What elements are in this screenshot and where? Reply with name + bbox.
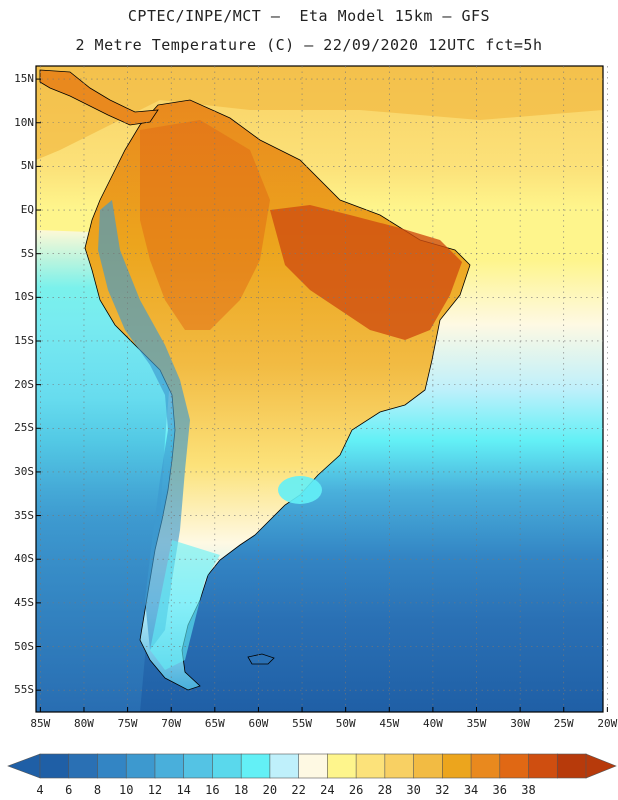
colorbar-label: 34 xyxy=(463,783,479,797)
grid-lines xyxy=(36,66,608,712)
caribbean-warm-water xyxy=(36,66,603,160)
colorbar-swatch xyxy=(183,753,214,779)
colorbar-label: 36 xyxy=(492,783,507,797)
colorbar-swatch xyxy=(499,753,530,779)
lat-label: 5S xyxy=(20,246,34,260)
lon-label: 40W xyxy=(422,717,443,730)
lat-label: EQ xyxy=(20,203,34,217)
colorbar-swatch xyxy=(528,753,558,779)
colorbar-swatch xyxy=(298,753,328,779)
colorbar xyxy=(7,753,617,779)
colorbar-label: 12 xyxy=(147,783,163,797)
lon-label: 55W xyxy=(292,717,312,730)
colorbar-swatch xyxy=(154,753,185,779)
lon-label: 30W xyxy=(510,717,531,730)
colorbar-swatch xyxy=(97,753,127,779)
lat-label: 30S xyxy=(14,464,34,478)
lon-label: 65W xyxy=(204,717,225,730)
central-america-land xyxy=(39,69,159,126)
colorbar-label: 16 xyxy=(205,783,220,797)
lat-label: 50S xyxy=(14,639,34,653)
plata-cold-spot xyxy=(278,476,322,504)
lon-label: 20W xyxy=(597,717,618,730)
colorbar-swatch xyxy=(355,753,386,779)
lat-label: 10N xyxy=(14,115,34,129)
andes-cold-strip xyxy=(98,200,190,650)
colorbar-label: 8 xyxy=(93,783,102,797)
colorbar-label: 18 xyxy=(233,783,249,797)
chart-subtitle: 2 Metre Temperature (C) – 22/09/2020 12U… xyxy=(75,36,543,54)
colorbar-label: 6 xyxy=(65,783,73,797)
lat-label: 15N xyxy=(14,72,34,86)
pacific-cool-water xyxy=(36,230,170,712)
chart-title: CPTEC/INPE/MCT – Eta Model 15km – GFS xyxy=(127,7,491,25)
colorbar-swatch xyxy=(39,753,70,779)
lon-ticks xyxy=(39,707,608,712)
lon-label: 80W xyxy=(74,717,94,730)
colorbar-swatch xyxy=(327,753,357,779)
colorbar-label: 28 xyxy=(377,783,393,797)
colorbar-swatch xyxy=(212,753,242,779)
lat-label: 25S xyxy=(14,421,34,435)
colorbar-label: 24 xyxy=(320,783,335,797)
colorbar-label: 14 xyxy=(176,783,191,797)
colorbar-label: 10 xyxy=(118,783,134,797)
map-frame xyxy=(35,65,604,713)
falkland-islands xyxy=(247,653,275,665)
colorbar-label: 4 xyxy=(36,783,44,797)
patagonia-cool xyxy=(150,540,220,670)
colorbar-arrow-high xyxy=(585,753,617,779)
lon-label: 25W xyxy=(553,717,574,730)
lat-label: 55S xyxy=(14,683,34,697)
colorbar-swatch xyxy=(470,753,501,779)
lat-label: 40S xyxy=(14,552,34,566)
colorbar-label: 22 xyxy=(291,783,306,797)
lon-label: 35W xyxy=(466,717,487,730)
colorbar-label: 32 xyxy=(435,783,450,797)
hot-region xyxy=(270,205,462,340)
colorbar-label: 20 xyxy=(262,783,278,797)
colorbar-swatch xyxy=(384,753,415,779)
colorbar-swatch xyxy=(68,753,99,779)
colorbar-arrow-low xyxy=(7,753,41,779)
lat-label: 20S xyxy=(14,377,34,391)
lat-label: 15S xyxy=(14,333,34,347)
lat-label: 5N xyxy=(20,159,34,173)
warm-region xyxy=(140,120,270,330)
colorbar-swatch xyxy=(442,753,472,779)
colorbar-swatch xyxy=(240,753,271,779)
lon-label: 50W xyxy=(335,717,356,730)
colorbar-swatch xyxy=(125,753,156,779)
lon-label: 45W xyxy=(379,717,400,730)
lat-label: 35S xyxy=(14,508,34,522)
lon-label: 85W xyxy=(30,717,51,730)
lat-label: 10S xyxy=(14,290,34,304)
colorbar-swatch xyxy=(556,753,587,779)
colorbar-label: 26 xyxy=(348,783,364,797)
lat-label: 45S xyxy=(14,595,34,609)
lon-label: 60W xyxy=(248,717,269,730)
colorbar-label: 38 xyxy=(521,783,536,797)
lat-ticks xyxy=(36,78,41,691)
lon-label: 75W xyxy=(117,717,138,730)
lon-label: 70W xyxy=(161,717,182,730)
colorbar-swatch xyxy=(269,753,300,779)
colorbar-swatch xyxy=(413,753,443,779)
colorbar-label: 30 xyxy=(406,783,421,797)
